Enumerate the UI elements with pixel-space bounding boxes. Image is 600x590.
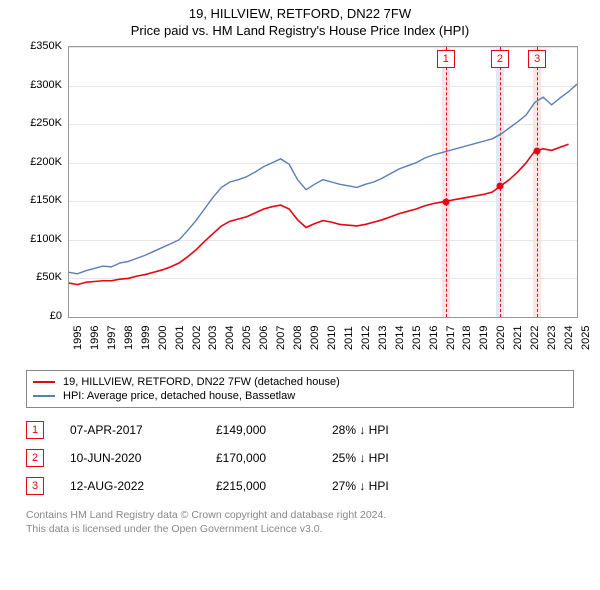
x-axis-label: 2000 — [157, 326, 169, 350]
transaction-badge: 3 — [26, 477, 44, 495]
page-title: 19, HILLVIEW, RETFORD, DN22 7FW — [0, 6, 600, 21]
footer-line-2: This data is licensed under the Open Gov… — [26, 522, 574, 536]
x-axis-label: 2008 — [292, 326, 304, 350]
x-axis-label: 2013 — [377, 326, 389, 350]
x-axis-label: 2003 — [207, 326, 219, 350]
x-axis-label: 2002 — [191, 326, 203, 350]
x-axis-label: 2021 — [512, 326, 524, 350]
x-axis-label: 2025 — [580, 326, 592, 350]
transaction-badge: 2 — [26, 449, 44, 467]
footer-attribution: Contains HM Land Registry data © Crown c… — [26, 508, 574, 536]
x-axis-label: 2018 — [461, 326, 473, 350]
x-axis-label: 1996 — [89, 326, 101, 350]
y-axis-label: £150K — [20, 194, 62, 206]
y-axis-label: £100K — [20, 233, 62, 245]
chart-area: £0£50K£100K£150K£200K£250K£300K£350K1231… — [20, 46, 580, 366]
transaction-price: £149,000 — [216, 423, 306, 437]
x-axis-label: 2023 — [546, 326, 558, 350]
plot-area — [68, 46, 578, 318]
transaction-price: £215,000 — [216, 479, 306, 493]
legend-swatch — [33, 381, 55, 383]
x-axis-label: 2024 — [563, 326, 575, 350]
marker-badge: 2 — [491, 50, 509, 68]
y-axis-label: £0 — [20, 310, 62, 322]
transaction-price: £170,000 — [216, 451, 306, 465]
transaction-row: 1 07-APR-2017 £149,000 28% ↓ HPI — [26, 416, 574, 444]
transaction-row: 2 10-JUN-2020 £170,000 25% ↓ HPI — [26, 444, 574, 472]
legend-label: 19, HILLVIEW, RETFORD, DN22 7FW (detache… — [63, 376, 340, 388]
y-axis-label: £350K — [20, 40, 62, 52]
x-axis-label: 2014 — [394, 326, 406, 350]
transaction-date: 12-AUG-2022 — [70, 479, 190, 493]
transaction-dot — [496, 182, 503, 189]
x-axis-label: 2005 — [241, 326, 253, 350]
page-subtitle: Price paid vs. HM Land Registry's House … — [0, 23, 600, 38]
transaction-dot — [442, 199, 449, 206]
series-hpi — [69, 84, 577, 274]
y-axis-label: £200K — [20, 156, 62, 168]
footer-line-1: Contains HM Land Registry data © Crown c… — [26, 508, 574, 522]
x-axis-label: 2007 — [275, 326, 287, 350]
x-axis-label: 2022 — [529, 326, 541, 350]
x-axis-label: 2011 — [343, 326, 355, 350]
x-axis-label: 2020 — [495, 326, 507, 350]
x-axis-label: 1995 — [72, 326, 84, 350]
x-axis-label: 2010 — [326, 326, 338, 350]
x-axis-label: 2019 — [478, 326, 490, 350]
x-axis-label: 2017 — [445, 326, 457, 350]
transaction-row: 3 12-AUG-2022 £215,000 27% ↓ HPI — [26, 472, 574, 500]
x-axis-label: 2015 — [411, 326, 423, 350]
series-property — [69, 144, 569, 284]
transactions-table: 1 07-APR-2017 £149,000 28% ↓ HPI 2 10-JUN-202… — [26, 416, 574, 500]
x-axis-label: 2004 — [224, 326, 236, 350]
transaction-delta: 27% ↓ HPI — [332, 479, 442, 493]
transaction-date: 07-APR-2017 — [70, 423, 190, 437]
y-axis-label: £50K — [20, 271, 62, 283]
x-axis-label: 1998 — [123, 326, 135, 350]
marker-badge: 3 — [528, 50, 546, 68]
x-axis-label: 2001 — [174, 326, 186, 350]
transaction-dot — [534, 148, 541, 155]
legend-item: HPI: Average price, detached house, Bass… — [33, 389, 567, 403]
transaction-badge: 1 — [26, 421, 44, 439]
x-axis-label: 2009 — [309, 326, 321, 350]
transaction-date: 10-JUN-2020 — [70, 451, 190, 465]
marker-badge: 1 — [437, 50, 455, 68]
title-block: 19, HILLVIEW, RETFORD, DN22 7FW Price pa… — [0, 0, 600, 38]
legend: 19, HILLVIEW, RETFORD, DN22 7FW (detache… — [26, 370, 574, 408]
page-container: 19, HILLVIEW, RETFORD, DN22 7FW Price pa… — [0, 0, 600, 536]
x-axis-label: 1997 — [106, 326, 118, 350]
y-axis-label: £300K — [20, 79, 62, 91]
transaction-delta: 28% ↓ HPI — [332, 423, 442, 437]
transaction-delta: 25% ↓ HPI — [332, 451, 442, 465]
legend-label: HPI: Average price, detached house, Bass… — [63, 390, 295, 402]
y-axis-label: £250K — [20, 117, 62, 129]
legend-item: 19, HILLVIEW, RETFORD, DN22 7FW (detache… — [33, 375, 567, 389]
x-axis-label: 2006 — [258, 326, 270, 350]
x-axis-label: 2016 — [428, 326, 440, 350]
x-axis-label: 2012 — [360, 326, 372, 350]
x-axis-label: 1999 — [140, 326, 152, 350]
legend-swatch — [33, 395, 55, 397]
